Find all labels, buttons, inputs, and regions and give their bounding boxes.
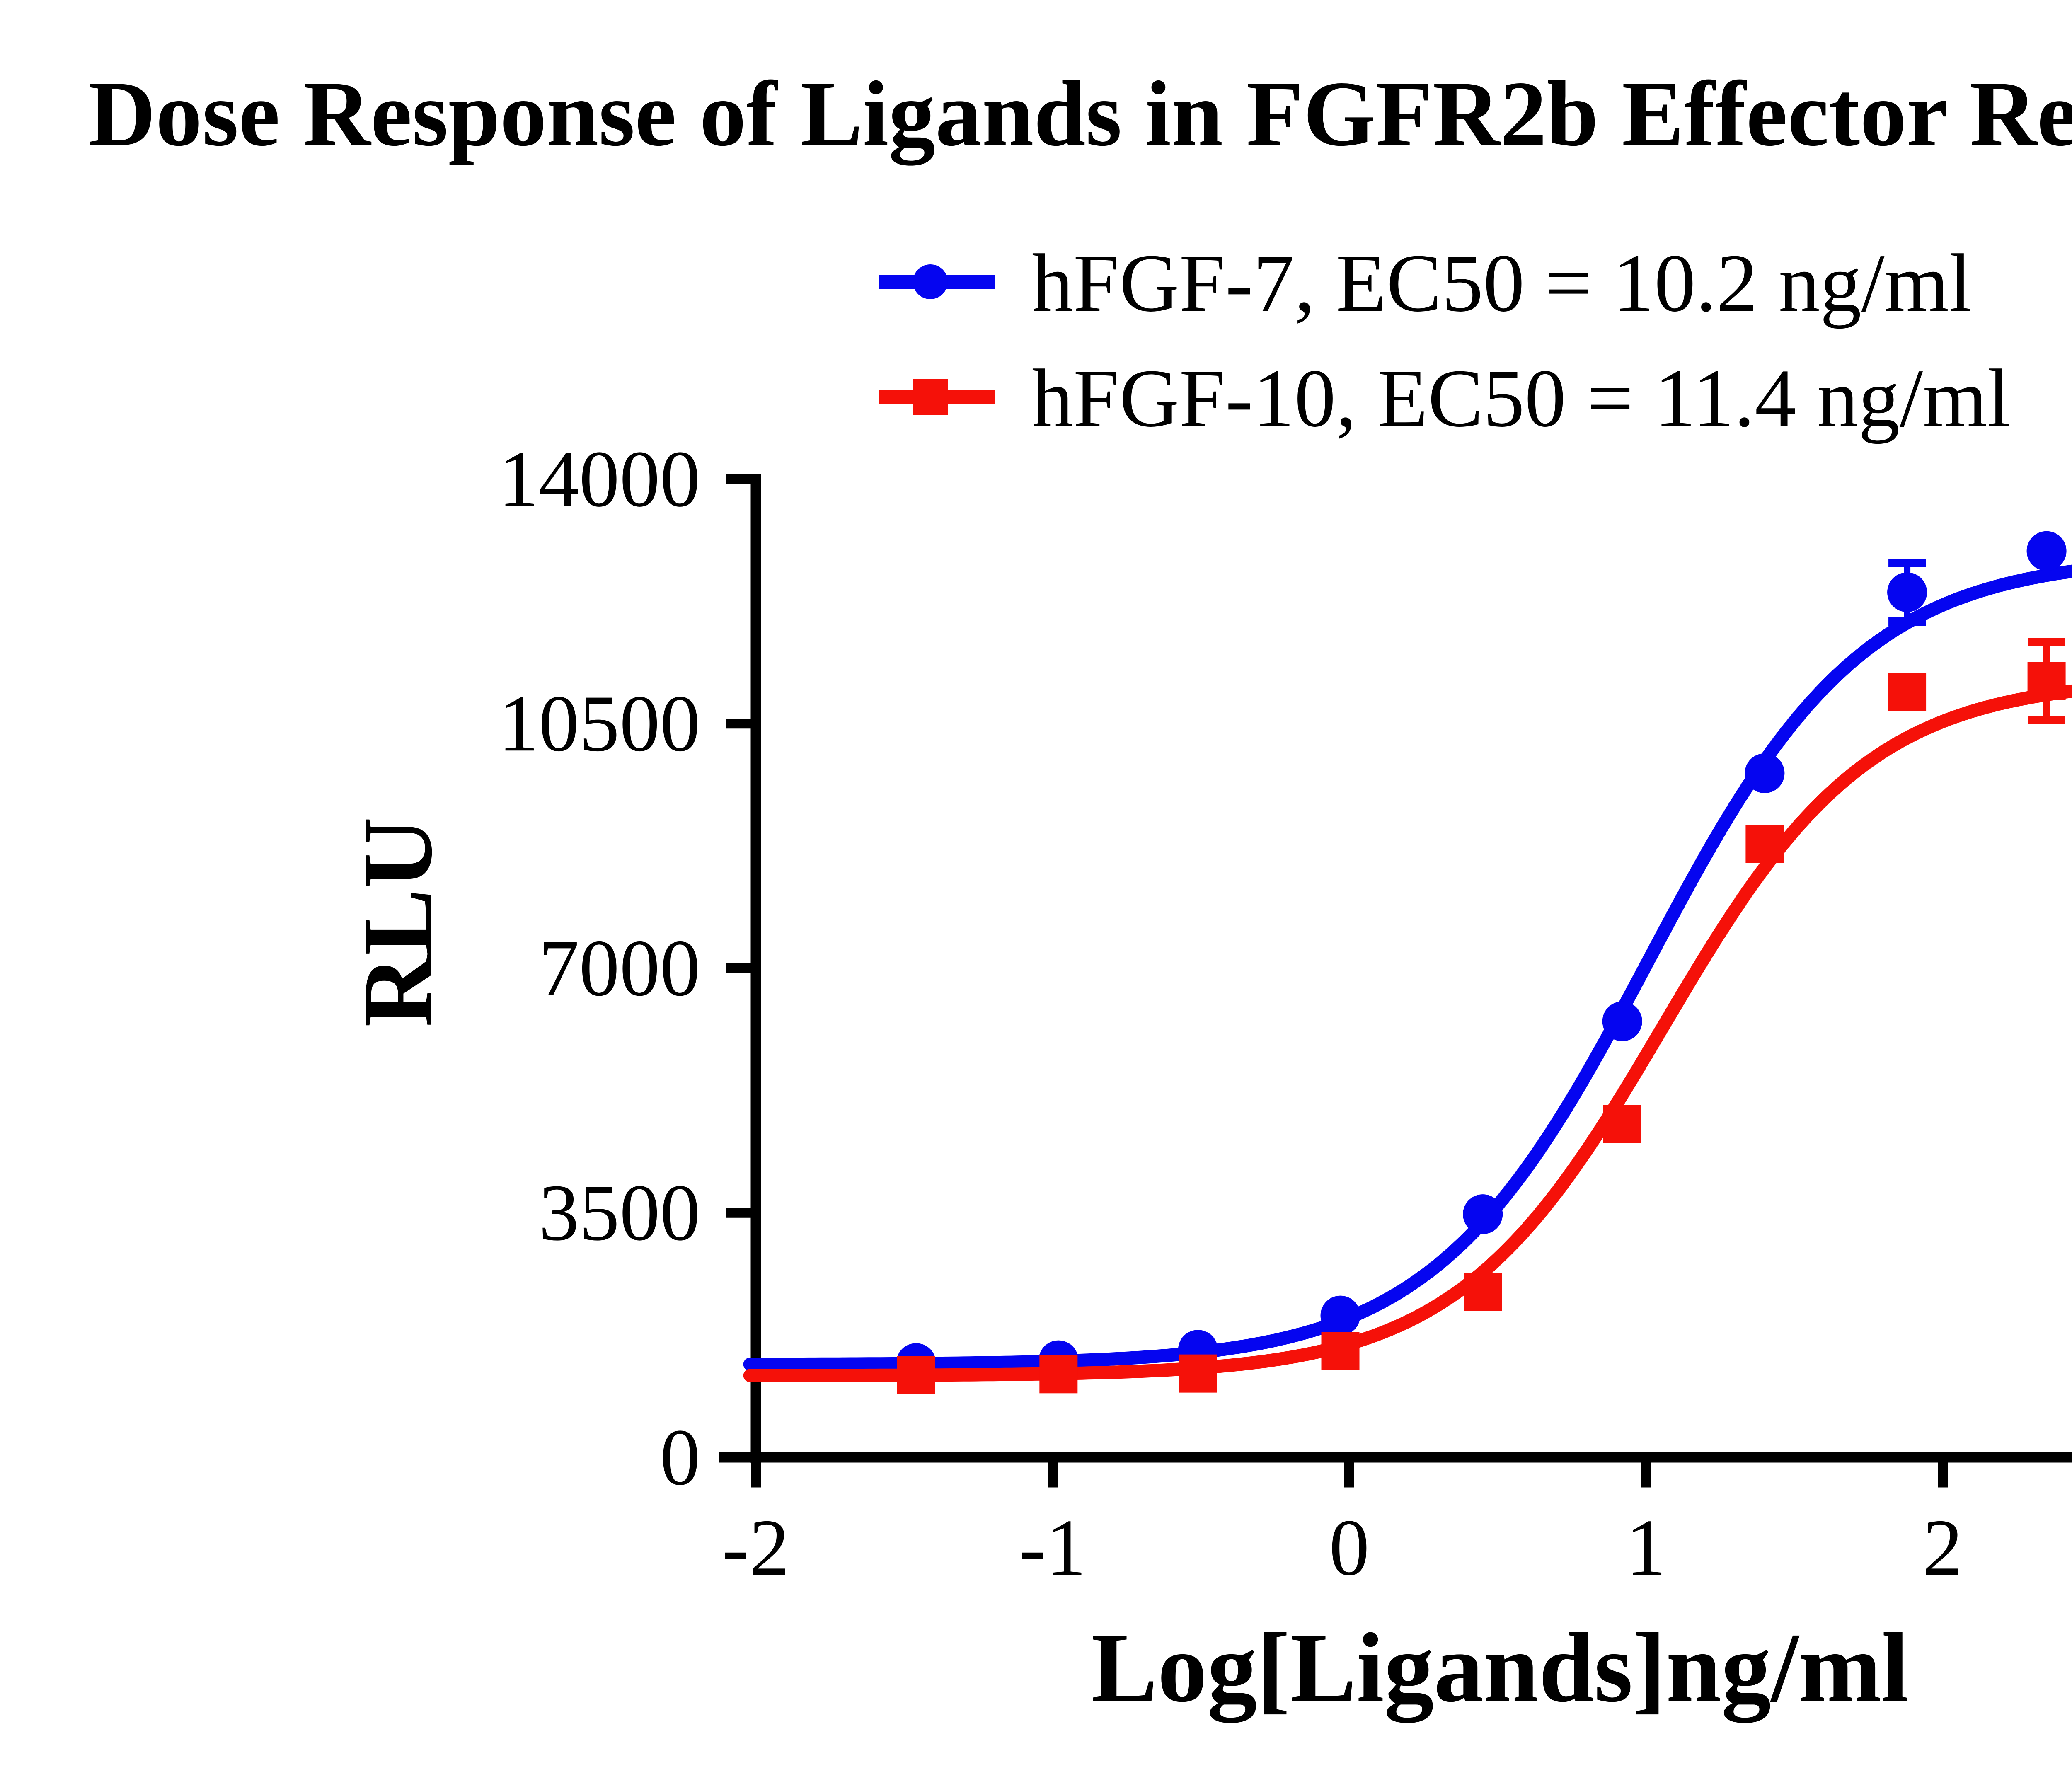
- chart-title: Dose Response of Ligands in FGFR2b Effec…: [88, 62, 2072, 166]
- hfgf-7-point: [1320, 1295, 1360, 1336]
- y-tick-label: 10500: [499, 679, 701, 768]
- hfgf-10-point: [2027, 662, 2066, 700]
- legend-label-hfgf-7: hFGF-7, EC50 = 10.2 ng/ml: [1032, 237, 1972, 329]
- data-series: [743, 531, 2072, 1394]
- x-tick-label: 1: [1626, 1503, 1666, 1592]
- hfgf-7-point: [2026, 531, 2067, 571]
- y-tick-label: 0: [660, 1413, 701, 1502]
- hfgf-7-point: [1463, 1194, 1503, 1234]
- legend-label-hfgf-10: hFGF-10, EC50 = 11.4 ng/ml: [1032, 353, 2010, 444]
- legend-item-hfgf-10: hFGF-10, EC50 = 11.4 ng/ml: [879, 353, 2010, 444]
- hfgf-10-point: [1464, 1273, 1502, 1311]
- hfgf-7-point: [1602, 1001, 1642, 1041]
- x-tick-label: 2: [1922, 1503, 1963, 1592]
- y-tick-label: 14000: [499, 434, 701, 524]
- legend-item-hfgf-7: hFGF-7, EC50 = 10.2 ng/ml: [879, 237, 1972, 329]
- hfgf-7-point: [1887, 572, 1927, 612]
- legend-marker-square-hfgf-10: [913, 379, 948, 415]
- hfgf-10-point: [1888, 673, 1927, 711]
- hfgf-10-point: [1603, 1105, 1641, 1143]
- hfgf-10-point: [1321, 1332, 1360, 1370]
- legend-marker-circle-hfgf-7: [913, 264, 948, 299]
- y-axis-title: RLU: [342, 817, 453, 1027]
- hfgf-10-point: [1179, 1354, 1217, 1393]
- y-tick-label: 7000: [539, 924, 700, 1013]
- hfgf-10-point: [1039, 1355, 1078, 1394]
- x-axis-title: Log[Ligands]ng/ml: [1091, 1612, 1909, 1723]
- series-hfgf-10: [743, 637, 2072, 1394]
- x-tick-label: 0: [1329, 1503, 1370, 1592]
- hfgf-10-point: [897, 1356, 935, 1394]
- hfgf-7-fit-curve: [743, 564, 2072, 1371]
- legend: hFGF-7, EC50 = 10.2 ng/ml hFGF-10, EC50 =…: [879, 237, 2010, 444]
- hfgf-10-point: [1745, 825, 1784, 863]
- y-tick-label: 3500: [539, 1168, 700, 1258]
- hfgf-10-fit-curve: [743, 684, 2072, 1382]
- hfgf-7-point: [1745, 753, 1785, 793]
- x-tick-label: -1: [1019, 1503, 1086, 1592]
- series-hfgf-7: [743, 531, 2072, 1383]
- x-tick-label: -2: [722, 1503, 789, 1592]
- axes: -2-101230350070001050014000: [499, 434, 2072, 1592]
